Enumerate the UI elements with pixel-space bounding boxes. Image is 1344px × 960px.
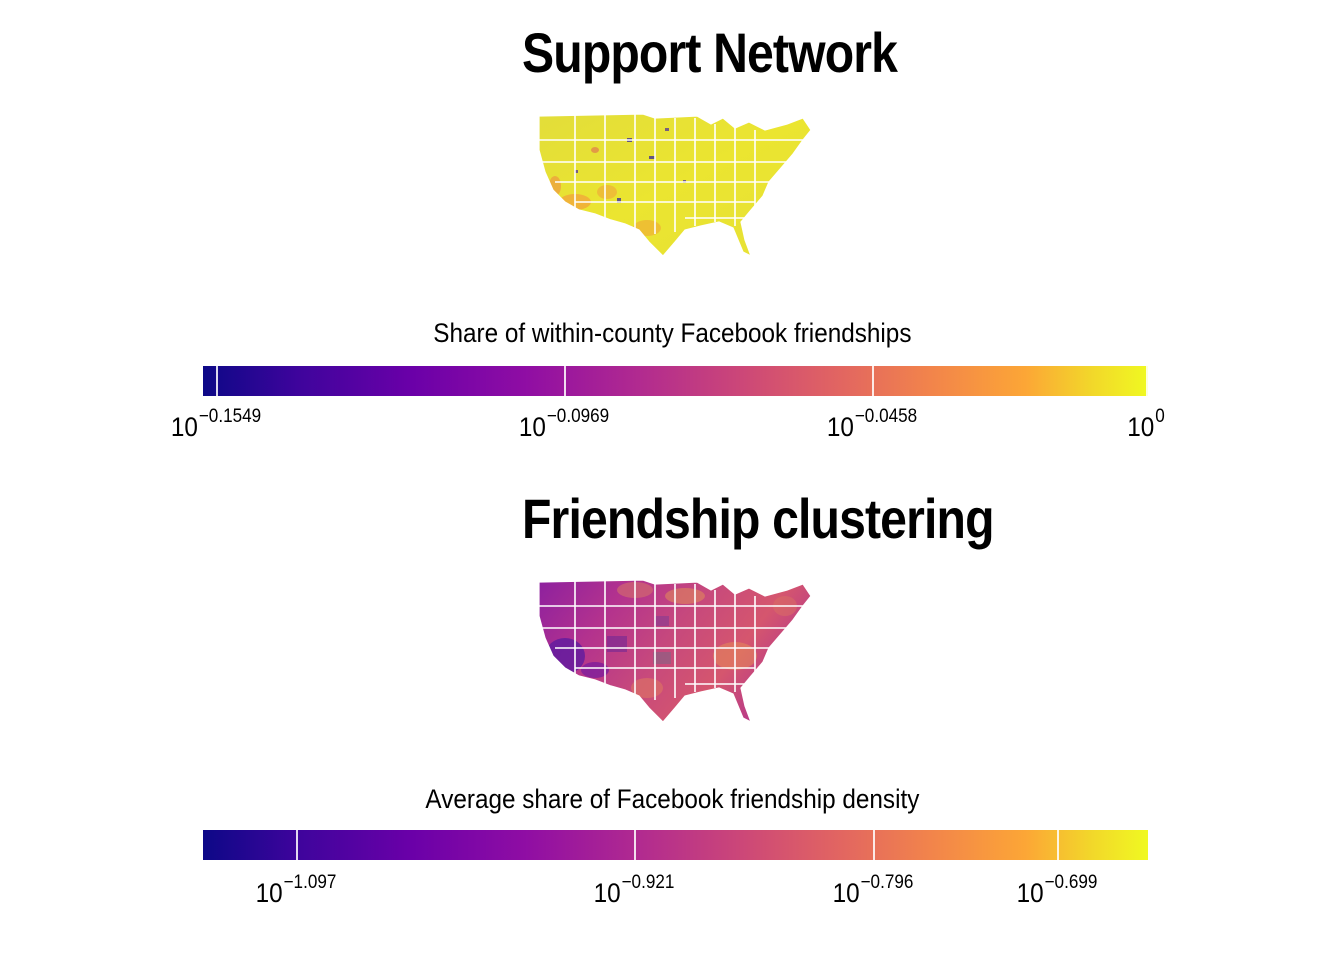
- colorbar-tick-label: 10−0.699: [1016, 872, 1098, 908]
- colorbar: [203, 366, 1148, 396]
- colorbar-title: Share of within-county Facebook friendsh…: [433, 318, 912, 348]
- us-county-map-support-network: [538, 113, 812, 257]
- us-county-map-friendship-clustering: [538, 579, 812, 723]
- colorbar-tick-label: 10−0.0458: [826, 406, 918, 442]
- colorbar: [203, 830, 1148, 860]
- colorbar-tick: [1146, 366, 1148, 396]
- colorbar-tick: [564, 366, 566, 396]
- map-title: Friendship clustering: [522, 487, 994, 550]
- colorbar-tick-label: 10−0.0969: [518, 406, 610, 442]
- colorbar-tick-label: 10−0.921: [593, 872, 675, 908]
- colorbar-tick-label: 10−0.796: [832, 872, 914, 908]
- colorbar-tick-label: 10−1.097: [255, 872, 337, 908]
- colorbar-tick: [634, 830, 636, 860]
- colorbar-tick: [872, 366, 874, 396]
- colorbar-tick: [296, 830, 298, 860]
- colorbar-tick-label: 100: [1127, 406, 1165, 442]
- colorbar-tick: [1057, 830, 1059, 860]
- map-title: Support Network: [522, 21, 898, 84]
- colorbar-tick-label: 10−0.1549: [170, 406, 262, 442]
- colorbar-tick: [216, 366, 218, 396]
- panel-friendship-clustering: Friendship clustering: [0, 470, 1344, 960]
- colorbar-title: Average share of Facebook friendship den…: [425, 784, 920, 814]
- panel-support-network: Support Network: [0, 0, 1344, 470]
- colorbar-tick: [873, 830, 875, 860]
